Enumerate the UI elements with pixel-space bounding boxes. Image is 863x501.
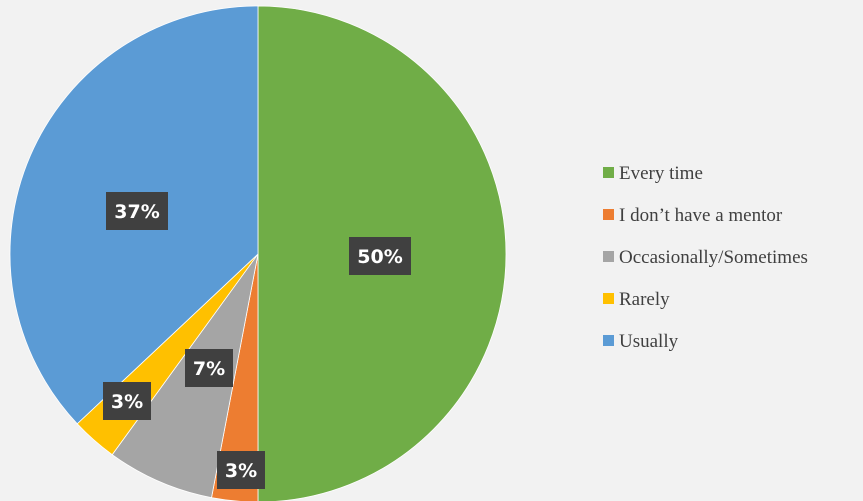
legend-item-5: Usually [603,331,679,352]
legend-item-1: Every time [603,163,703,184]
data-label-3: 7% [185,349,233,387]
data-label-box [217,451,265,489]
data-label-1: 50% [349,237,411,275]
legend-swatch [603,335,614,346]
legend-label: Occasionally/Sometimes [619,247,808,268]
legend-swatch [603,209,614,220]
data-label-text: 3% [111,391,143,413]
legend-swatch [603,251,614,262]
legend-label: I don’t have a mentor [619,205,783,226]
data-label-box [185,349,233,387]
legend-swatch [603,167,614,178]
data-label-text: 37% [114,201,159,223]
legend-swatch [603,293,614,304]
data-label-5: 37% [106,192,168,230]
legend-item-4: Rarely [603,289,670,310]
data-label-2: 3% [217,451,265,489]
data-label-text: 7% [193,358,225,380]
legend-item-3: Occasionally/Sometimes [603,247,808,268]
data-label-text: 3% [225,460,257,482]
legend: Every time I don’t have a mentor Occasiona… [603,163,808,352]
pie-data-labels: 50% 3% 7% 3% 37% [103,192,411,489]
data-label-text: 50% [357,246,402,268]
data-label-box [106,192,168,230]
data-label-4: 3% [103,382,151,420]
legend-label: Every time [619,163,703,184]
legend-label: Rarely [619,289,670,310]
legend-item-2: I don’t have a mentor [603,205,783,226]
pie-slices [9,5,507,501]
data-label-box [103,382,151,420]
data-label-box [349,237,411,275]
legend-label: Usually [619,331,679,352]
